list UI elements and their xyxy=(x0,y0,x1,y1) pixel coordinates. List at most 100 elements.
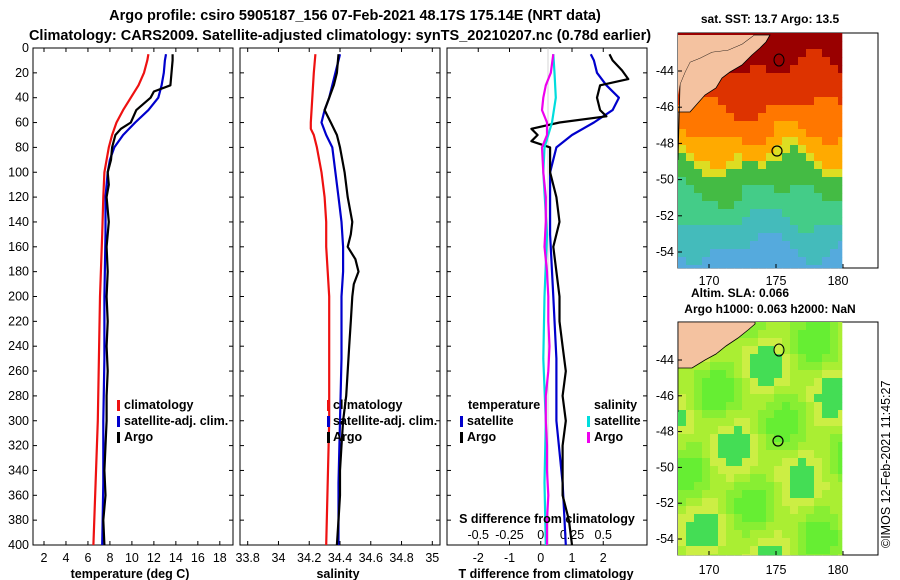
map-cell xyxy=(798,434,807,443)
map-cell xyxy=(742,418,751,427)
map-cell xyxy=(766,442,775,451)
map-cell xyxy=(750,249,759,258)
map-cell xyxy=(726,378,735,387)
depth-tick-label: 20 xyxy=(15,66,29,80)
map-cell xyxy=(686,161,695,170)
map-cell xyxy=(806,338,815,347)
map-cell xyxy=(734,249,743,258)
map-cell xyxy=(742,153,751,162)
map-cell xyxy=(686,490,695,499)
map-cell xyxy=(822,378,831,387)
map-cell xyxy=(822,386,831,395)
map-cell xyxy=(830,249,839,258)
map-cell xyxy=(758,538,767,547)
map-cell xyxy=(814,346,823,355)
map-cell xyxy=(806,554,815,556)
map-cell xyxy=(726,177,735,186)
map-cell xyxy=(766,546,775,555)
map-cell xyxy=(830,546,839,555)
map-cell xyxy=(790,370,799,379)
map-cell xyxy=(734,514,743,523)
map-cell xyxy=(830,346,839,355)
map-cell xyxy=(686,418,695,427)
map-cell xyxy=(702,506,711,515)
map-cell xyxy=(782,554,791,556)
map-cell xyxy=(678,225,687,234)
map-cell xyxy=(742,177,751,186)
map-cell xyxy=(734,193,743,202)
map-cell xyxy=(830,378,839,387)
lon-tick-label: 175 xyxy=(766,274,787,288)
map-cell xyxy=(838,153,843,162)
salinity-axis-ticks: 33.8 34 34.2 34.4 34.6 34.8 35 xyxy=(236,48,439,565)
t-difference-axis-label: T difference from climatology xyxy=(458,567,633,580)
map-cell xyxy=(710,442,719,451)
map-cell xyxy=(766,265,775,269)
map-cell xyxy=(782,129,791,138)
map-cell xyxy=(766,322,775,331)
map-cell xyxy=(766,233,775,242)
map-cell xyxy=(758,434,767,443)
map-cell xyxy=(718,129,727,138)
map-cell xyxy=(742,121,751,130)
map-cell xyxy=(718,410,727,419)
map-cell xyxy=(758,490,767,499)
map-cell xyxy=(686,466,695,475)
map-cell xyxy=(710,362,719,371)
map-cell xyxy=(830,201,839,210)
map-cell xyxy=(678,402,687,411)
map-cell xyxy=(694,217,703,226)
map-cell xyxy=(734,354,743,363)
map-cell xyxy=(718,426,727,435)
legend-swatch-satellite xyxy=(117,416,120,427)
map-cell xyxy=(798,418,807,427)
map-cell xyxy=(814,434,823,443)
map-cell xyxy=(710,418,719,427)
map-cell xyxy=(694,554,703,556)
map-cell xyxy=(822,89,831,98)
map-cell xyxy=(838,129,843,138)
map-cell xyxy=(718,249,727,258)
map-cell xyxy=(790,386,799,395)
map-cell xyxy=(774,330,783,339)
map-cell xyxy=(742,265,751,269)
map-cell xyxy=(822,506,831,515)
map-cell xyxy=(718,217,727,226)
map-cell xyxy=(798,257,807,266)
sla-lat-ticks: -44 -46 -48 -50 -52 -54 xyxy=(656,353,682,546)
map-cell xyxy=(766,474,775,483)
map-cell xyxy=(750,137,759,146)
map-cell xyxy=(758,137,767,146)
map-cell xyxy=(702,554,711,556)
map-cell xyxy=(822,458,831,467)
x-tick-label: 2 xyxy=(600,551,607,565)
map-cell xyxy=(838,169,843,178)
map-cell xyxy=(750,129,759,138)
map-cell xyxy=(734,145,743,154)
map-cell xyxy=(742,105,751,114)
map-cell xyxy=(758,482,767,491)
map-cell xyxy=(766,73,775,82)
map-cell xyxy=(766,458,775,467)
map-cell xyxy=(758,522,767,531)
map-cell xyxy=(782,257,791,266)
map-cell xyxy=(806,386,815,395)
map-cell xyxy=(766,418,775,427)
map-cell xyxy=(694,418,703,427)
map-cell xyxy=(766,169,775,178)
map-cell xyxy=(822,113,831,122)
map-cell xyxy=(750,177,759,186)
map-cell xyxy=(798,538,807,547)
sst-float-location-marker xyxy=(771,145,783,157)
map-cell xyxy=(702,362,711,371)
map-cell xyxy=(822,482,831,491)
map-cell xyxy=(702,105,711,114)
map-cell xyxy=(694,458,703,467)
map-cell xyxy=(710,466,719,475)
map-cell xyxy=(702,466,711,475)
map-cell xyxy=(686,129,695,138)
map-cell xyxy=(686,193,695,202)
map-cell xyxy=(758,225,767,234)
map-cell xyxy=(814,121,823,130)
map-cell xyxy=(758,185,767,194)
